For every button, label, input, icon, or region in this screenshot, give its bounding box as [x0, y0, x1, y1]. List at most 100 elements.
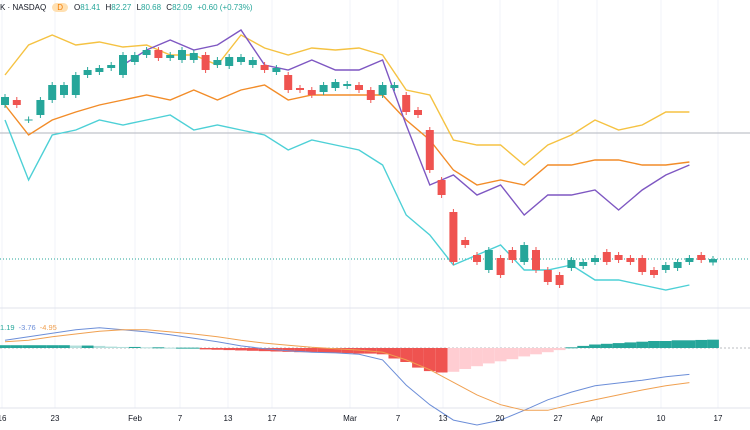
candle-up	[390, 85, 399, 88]
macd-histogram-bar	[447, 348, 460, 372]
candle-up	[591, 258, 599, 262]
open-value: 81.41	[80, 3, 101, 12]
candle-up	[36, 100, 45, 115]
time-axis-label: 16	[0, 414, 7, 423]
macd-histogram-bar	[376, 348, 389, 355]
upper-band-line	[4, 34, 690, 166]
candle-down	[402, 95, 411, 112]
time-axis-label: 13	[223, 414, 233, 423]
macd-histogram-bar	[81, 345, 94, 348]
interval-badge[interactable]: D	[52, 3, 69, 12]
macd-histogram-bar	[258, 348, 271, 352]
candle-down	[355, 85, 363, 90]
candle-up	[579, 262, 588, 266]
macd-histogram-bar	[589, 344, 601, 348]
macd-histogram-bar	[105, 346, 118, 348]
macd-signal-line	[4, 329, 690, 411]
candle-down	[496, 258, 505, 275]
time-axis-label: 17	[267, 414, 277, 423]
macd-histogram-bar	[317, 348, 330, 353]
time-axis-label: 27	[553, 414, 563, 423]
macd-histogram-bar	[140, 347, 153, 349]
fast-line	[122, 29, 690, 217]
macd-histogram-bar	[400, 348, 413, 362]
macd-histogram-bar	[471, 348, 483, 367]
macd-histogram-bar	[683, 340, 696, 348]
macd-histogram-bar	[235, 348, 247, 351]
middle-band-line	[4, 84, 690, 186]
macd-histogram-bar	[353, 348, 365, 354]
candle-up	[484, 250, 493, 270]
time-axis-label: 13	[438, 414, 448, 423]
candle-down	[414, 110, 422, 115]
candle-up	[520, 245, 529, 262]
macd-histogram-bar	[187, 347, 200, 349]
candle-down	[473, 255, 481, 262]
candle-down	[425, 130, 434, 170]
time-axis-label: 23	[50, 414, 60, 423]
candle-down	[508, 250, 517, 260]
macd-histogram-bar	[117, 346, 129, 348]
macd-histogram-bar	[612, 343, 625, 348]
macd-histogram-bar	[565, 347, 578, 349]
candle-up	[166, 55, 175, 58]
candle-up	[343, 84, 352, 86]
ohlc-values: O81.41 H82.27 L80.68 C82.09 +0.60 (+0.73…	[74, 3, 253, 12]
candle-up	[178, 50, 186, 60]
macd-histogram-bar	[164, 347, 177, 349]
macd-histogram-bar	[176, 347, 188, 349]
macd-histogram-bar	[624, 342, 637, 348]
macd-histogram-bar	[412, 348, 424, 368]
macd-histogram-bar	[211, 348, 224, 350]
macd-histogram-bar	[695, 339, 708, 348]
macd-histogram-bar	[648, 341, 660, 348]
candle-up	[237, 57, 245, 62]
candle-up	[1, 97, 9, 105]
candle-down	[366, 90, 375, 100]
candle-down	[296, 88, 304, 90]
candle-up	[661, 265, 670, 270]
candle-down	[650, 270, 658, 275]
macd-histogram-bar	[530, 348, 542, 355]
macd-histogram-bar	[518, 348, 531, 357]
candle-up	[248, 60, 257, 65]
macd-histogram-bar	[282, 348, 295, 352]
macd-histogram-bar	[305, 348, 318, 353]
candle-down	[697, 255, 706, 260]
macd-histogram-bar	[423, 348, 436, 372]
candle-down	[532, 250, 540, 270]
candle-up	[673, 262, 682, 268]
candle-up	[378, 85, 387, 95]
macd-histogram-bar	[636, 341, 649, 348]
candle-up	[48, 85, 57, 100]
candle-up	[213, 60, 222, 65]
candle-down	[602, 252, 611, 262]
symbol-name[interactable]: K · NASDAQ	[0, 3, 47, 12]
macd-histogram-bar	[553, 348, 566, 351]
change-value: +0.60 (+0.73%)	[197, 3, 253, 12]
macd-histogram-bar	[93, 345, 106, 348]
candle-down	[201, 55, 210, 70]
candle-up	[189, 53, 198, 60]
candle-up	[225, 57, 234, 66]
macd-histogram-bar	[541, 348, 554, 353]
macd-histogram-bar	[482, 348, 495, 364]
macd-histogram-bar	[22, 345, 35, 348]
candle-down	[543, 270, 552, 282]
macd-histogram-bar	[58, 345, 70, 348]
macd-line-value: -3.76	[18, 323, 36, 332]
candle-down	[555, 275, 564, 285]
macd-histogram-bar	[600, 343, 613, 348]
candle-down	[154, 50, 163, 58]
macd-histogram-bar	[152, 347, 165, 349]
candle-up	[60, 85, 68, 95]
macd-histogram-bar	[46, 345, 59, 348]
macd-histogram-bar	[707, 339, 719, 348]
candle-down	[284, 75, 293, 90]
macd-histogram-bar	[577, 345, 590, 348]
macd-histogram-bar	[223, 348, 236, 351]
macd-histogram-value: 1.19	[0, 323, 15, 332]
close-value: 82.09	[172, 3, 193, 12]
time-axis-label: Feb	[128, 414, 142, 423]
